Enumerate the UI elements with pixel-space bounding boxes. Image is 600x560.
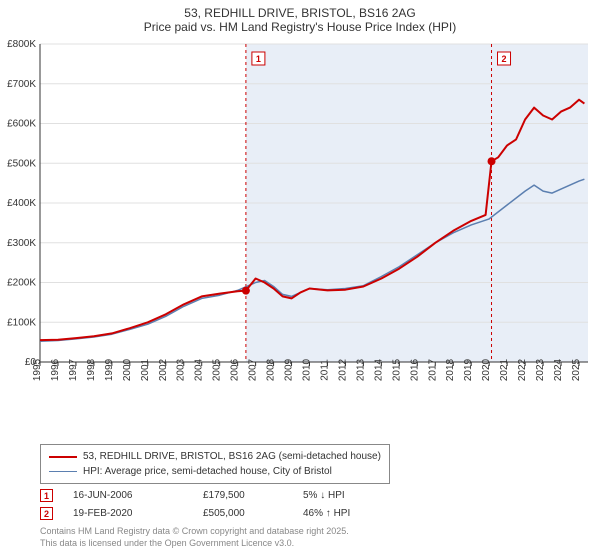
legend-row: HPI: Average price, semi-detached house,… bbox=[49, 464, 381, 479]
svg-text:£500K: £500K bbox=[7, 158, 36, 169]
legend-swatch bbox=[49, 456, 77, 458]
svg-text:£700K: £700K bbox=[7, 79, 36, 90]
event-delta: 5% ↓ HPI bbox=[303, 490, 403, 501]
legend-label: HPI: Average price, semi-detached house,… bbox=[83, 464, 332, 479]
copyright-line2: This data is licensed under the Open Gov… bbox=[40, 538, 349, 550]
svg-text:£400K: £400K bbox=[7, 198, 36, 209]
chart-container: 53, REDHILL DRIVE, BRISTOL, BS16 2AG Pri… bbox=[0, 0, 600, 560]
title-address: 53, REDHILL DRIVE, BRISTOL, BS16 2AG bbox=[0, 6, 600, 20]
event-row: 2 19-FEB-2020£505,00046% ↑ HPI bbox=[40, 504, 403, 522]
svg-text:2: 2 bbox=[502, 54, 507, 64]
svg-text:£800K: £800K bbox=[7, 39, 36, 50]
event-delta: 46% ↑ HPI bbox=[303, 508, 403, 519]
event-date: 19-FEB-2020 bbox=[73, 508, 203, 519]
copyright-line1: Contains HM Land Registry data © Crown c… bbox=[40, 526, 349, 538]
copyright: Contains HM Land Registry data © Crown c… bbox=[40, 526, 349, 549]
title-subtitle: Price paid vs. HM Land Registry's House … bbox=[0, 20, 600, 34]
svg-text:£300K: £300K bbox=[7, 238, 36, 249]
event-marker: 1 bbox=[40, 489, 53, 502]
legend: 53, REDHILL DRIVE, BRISTOL, BS16 2AG (se… bbox=[40, 444, 390, 484]
legend-label: 53, REDHILL DRIVE, BRISTOL, BS16 2AG (se… bbox=[83, 449, 381, 464]
svg-text:£100K: £100K bbox=[7, 317, 36, 328]
legend-swatch bbox=[49, 471, 77, 472]
chart-svg: £0£100K£200K£300K£400K£500K£600K£700K£80… bbox=[40, 44, 588, 404]
legend-row: 53, REDHILL DRIVE, BRISTOL, BS16 2AG (se… bbox=[49, 449, 381, 464]
event-marker: 2 bbox=[40, 507, 53, 520]
svg-text:1: 1 bbox=[256, 54, 261, 64]
svg-text:£200K: £200K bbox=[7, 278, 36, 289]
event-date: 16-JUN-2006 bbox=[73, 490, 203, 501]
svg-text:£600K: £600K bbox=[7, 119, 36, 130]
event-price: £505,000 bbox=[203, 508, 303, 519]
title-block: 53, REDHILL DRIVE, BRISTOL, BS16 2AG Pri… bbox=[0, 0, 600, 36]
sale-events: 1 16-JUN-2006£179,5005% ↓ HPI 2 19-FEB-2020… bbox=[40, 486, 403, 522]
chart-area: £0£100K£200K£300K£400K£500K£600K£700K£80… bbox=[40, 44, 588, 404]
event-row: 1 16-JUN-2006£179,5005% ↓ HPI bbox=[40, 486, 403, 504]
event-price: £179,500 bbox=[203, 490, 303, 501]
